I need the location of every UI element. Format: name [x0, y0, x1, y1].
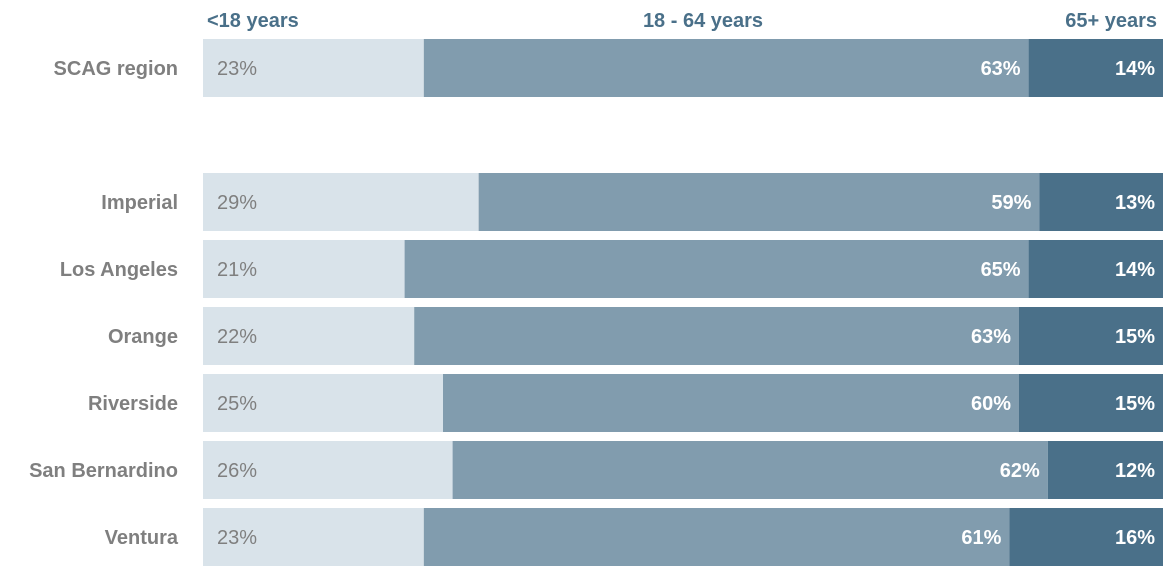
- bar-segment-4-2: [1019, 374, 1163, 432]
- data-label-6-0: 23%: [217, 527, 257, 549]
- bar-segment-0-0: [203, 39, 424, 97]
- bar-segment-0-1: [423, 39, 1029, 97]
- bars: 23% 63% 14% 29% 59% 13% 21% 65% 14% 22% 63% 15% 25% 6…: [203, 39, 1163, 566]
- category-label-1: Imperial: [101, 192, 178, 214]
- data-label-6-1: 61%: [961, 527, 1001, 549]
- bar-segment-6-1: [423, 508, 1010, 566]
- data-label-0-0: 23%: [217, 58, 257, 80]
- series-label-2: 65+ years: [1065, 10, 1157, 32]
- data-label-5-2: 12%: [1115, 460, 1155, 482]
- bar-segment-1-0: [203, 173, 479, 231]
- category-label-5: San Bernardino: [29, 460, 178, 482]
- category-label-3: Orange: [108, 326, 178, 348]
- data-label-2-2: 14%: [1115, 259, 1155, 281]
- bar-segment-6-0: [203, 508, 424, 566]
- data-label-4-0: 25%: [217, 393, 257, 415]
- bar-segment-3-2: [1019, 307, 1163, 365]
- category-label-0: SCAG region: [54, 58, 178, 80]
- data-label-1-2: 13%: [1115, 192, 1155, 214]
- data-label-0-1: 63%: [981, 58, 1021, 80]
- bar-segment-2-2: [1028, 240, 1163, 298]
- bar-segment-3-1: [414, 307, 1019, 365]
- bar-segment-1-2: [1039, 173, 1163, 231]
- data-label-5-0: 26%: [217, 460, 257, 482]
- category-labels: SCAG region Imperial Los Angeles Orange Rive…: [29, 58, 179, 549]
- data-label-1-1: 59%: [991, 192, 1031, 214]
- data-label-4-1: 60%: [971, 393, 1011, 415]
- bar-segment-2-1: [404, 240, 1029, 298]
- series-label-1: 18 - 64 years: [643, 10, 763, 32]
- data-label-0-2: 14%: [1115, 58, 1155, 80]
- bar-segment-1-1: [478, 173, 1040, 231]
- category-label-2: Los Angeles: [60, 259, 178, 281]
- category-label-6: Ventura: [105, 527, 179, 549]
- series-label-0: <18 years: [207, 10, 299, 32]
- data-label-5-1: 62%: [1000, 460, 1040, 482]
- bar-segment-0-2: [1028, 39, 1163, 97]
- data-label-2-0: 21%: [217, 259, 257, 281]
- data-label-3-2: 15%: [1115, 326, 1155, 348]
- category-label-4: Riverside: [88, 393, 178, 415]
- bar-segment-2-0: [203, 240, 405, 298]
- bar-segment-5-1: [452, 441, 1048, 499]
- bar-segment-3-0: [203, 307, 415, 365]
- series-labels: <18 years 18 - 64 years 65+ years: [207, 10, 1157, 32]
- data-label-3-1: 63%: [971, 326, 1011, 348]
- data-label-4-2: 15%: [1115, 393, 1155, 415]
- bar-segment-4-0: [203, 374, 443, 432]
- bar-segment-5-2: [1047, 441, 1163, 499]
- bar-segment-5-0: [203, 441, 453, 499]
- data-label-3-0: 22%: [217, 326, 257, 348]
- bar-segment-6-2: [1009, 508, 1163, 566]
- data-label-6-2: 16%: [1115, 527, 1155, 549]
- data-label-2-1: 65%: [981, 259, 1021, 281]
- data-label-1-0: 29%: [217, 192, 257, 214]
- bar-segment-4-1: [443, 374, 1019, 432]
